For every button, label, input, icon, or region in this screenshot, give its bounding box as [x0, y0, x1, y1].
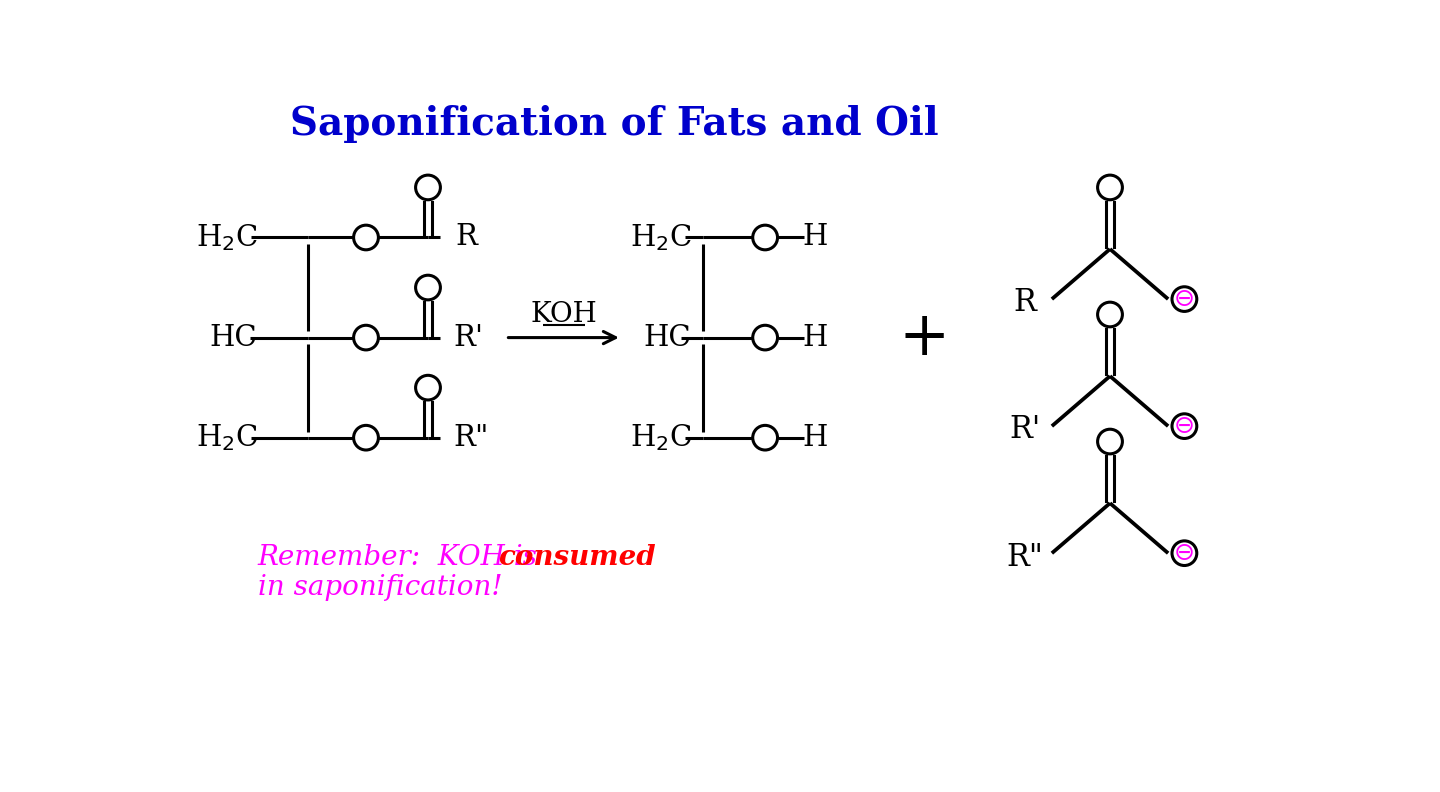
Text: R: R — [455, 223, 478, 252]
Text: H$_2$C: H$_2$C — [629, 422, 691, 453]
Text: H: H — [804, 223, 828, 252]
Text: KOH: KOH — [530, 301, 598, 328]
Text: ⊖: ⊖ — [1174, 541, 1195, 565]
Circle shape — [1097, 429, 1122, 454]
Circle shape — [354, 225, 379, 249]
Circle shape — [753, 425, 778, 450]
Circle shape — [1097, 175, 1122, 200]
Text: Remember:  KOH is: Remember: KOH is — [258, 543, 556, 570]
Text: HC: HC — [209, 324, 256, 352]
Text: HC: HC — [642, 324, 691, 352]
Text: in saponification!: in saponification! — [258, 574, 503, 601]
Circle shape — [354, 326, 379, 350]
Circle shape — [1097, 303, 1122, 327]
Text: H$_2$C: H$_2$C — [629, 222, 691, 253]
Text: Saponification of Fats and Oil: Saponification of Fats and Oil — [289, 105, 939, 143]
Circle shape — [753, 326, 778, 350]
Circle shape — [753, 225, 778, 249]
Circle shape — [354, 425, 379, 450]
Text: R": R" — [454, 424, 488, 451]
Text: consumed: consumed — [498, 543, 655, 570]
Text: ⊖: ⊖ — [1174, 414, 1195, 438]
Text: H: H — [804, 424, 828, 451]
Circle shape — [1172, 287, 1197, 311]
Circle shape — [416, 375, 441, 400]
Circle shape — [1172, 541, 1197, 565]
Text: R': R' — [454, 324, 484, 352]
Text: R': R' — [1009, 414, 1040, 445]
Circle shape — [1172, 413, 1197, 439]
Circle shape — [416, 275, 441, 300]
Text: ⊖: ⊖ — [1174, 287, 1195, 311]
Text: H$_2$C: H$_2$C — [196, 422, 258, 453]
Circle shape — [416, 175, 441, 200]
Text: R": R" — [1007, 542, 1043, 573]
Text: +: + — [899, 307, 949, 367]
Text: H$_2$C: H$_2$C — [196, 222, 258, 253]
Text: R: R — [1014, 287, 1037, 318]
Text: H: H — [804, 324, 828, 352]
